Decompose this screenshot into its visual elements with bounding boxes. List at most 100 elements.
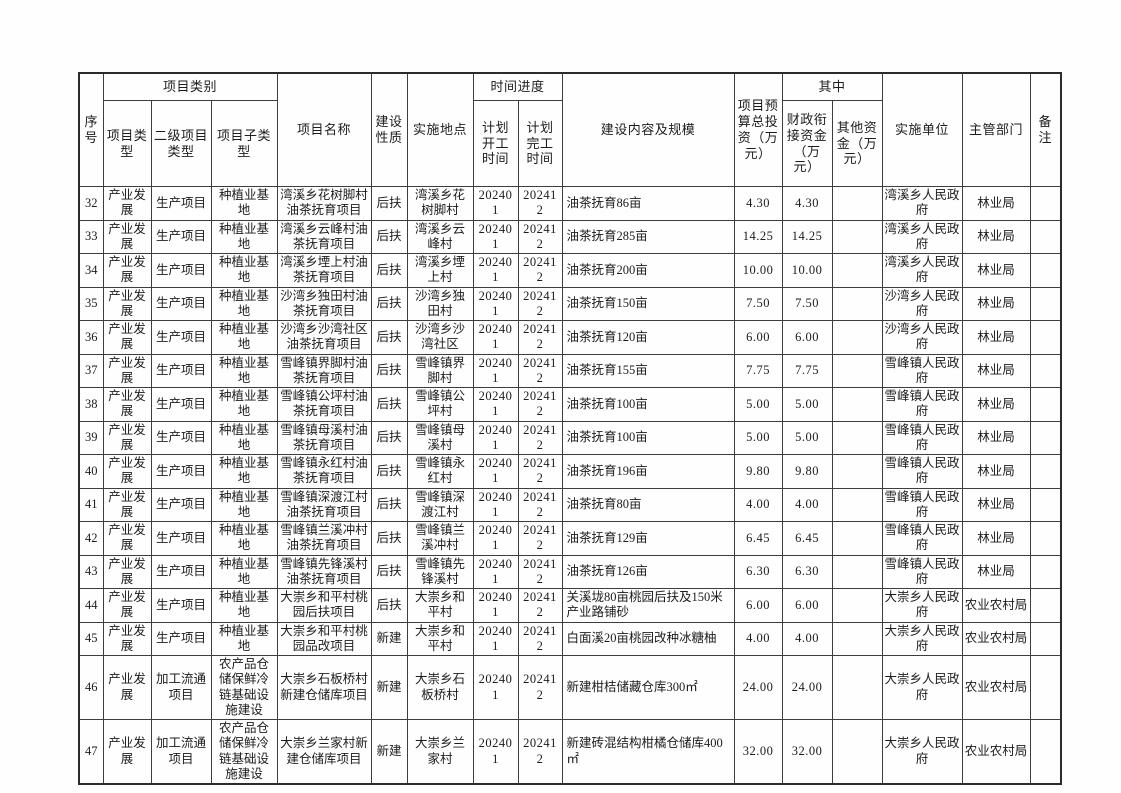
cell-unit: 大崇乡人民政府: [881, 621, 963, 656]
col-header-among-group: 其中: [781, 72, 883, 101]
cell-fiscal-fund: 7.50: [781, 286, 833, 321]
cell-location: 湾溪乡堙上村: [406, 253, 474, 288]
cell-fiscal-fund: 14.25: [781, 219, 833, 254]
col-header-category-group: 项目类别: [102, 72, 278, 101]
cell-note: [1029, 554, 1062, 589]
cell-unit: 湾溪乡人民政府: [881, 253, 963, 288]
cell-fiscal-fund: 9.80: [781, 454, 833, 489]
cell-total-investment: 6.30: [733, 554, 783, 589]
cell-child-type: 种植业基地: [210, 286, 278, 321]
cell-other-fund: [831, 655, 883, 720]
cell-note: [1029, 454, 1062, 489]
cell-nature: 后扶: [370, 286, 408, 321]
cell-dept: 林业局: [961, 554, 1031, 589]
table-row: 35 产业发展 生产项目 种植业基地 沙湾乡独田村油茶抚育项目 后扶 沙湾乡独田…: [78, 286, 1062, 321]
cell-project-type: 产业发展: [102, 454, 152, 489]
cell-child-type: 种植业基地: [210, 253, 278, 288]
cell-dept: 林业局: [961, 353, 1031, 388]
cell-project-name: 雪峰镇深渡江村油茶抚育项目: [276, 487, 372, 522]
cell-project-type: 产业发展: [102, 521, 152, 556]
cell-subtype: 生产项目: [150, 588, 212, 623]
cell-other-fund: [831, 420, 883, 455]
cell-note: [1029, 655, 1062, 720]
cell-nature: 新建: [370, 719, 408, 785]
cell-content: 油茶抚育80亩: [561, 487, 735, 522]
cell-total-investment: 7.75: [733, 353, 783, 388]
cell-project-type: 产业发展: [102, 253, 152, 288]
cell-content: 油茶抚育100亩: [561, 387, 735, 422]
cell-project-name: 雪峰镇界脚村油茶抚育项目: [276, 353, 372, 388]
cell-no: 39: [78, 420, 104, 455]
cell-nature: 后扶: [370, 554, 408, 589]
cell-nature: 后扶: [370, 454, 408, 489]
cell-fiscal-fund: 6.00: [781, 588, 833, 623]
cell-subtype: 生产项目: [150, 286, 212, 321]
cell-child-type: 种植业基地: [210, 588, 278, 623]
cell-no: 47: [78, 719, 104, 785]
cell-project-type: 产业发展: [102, 286, 152, 321]
cell-unit: 雪峰镇人民政府: [881, 487, 963, 522]
col-header-time-group: 时间进度: [472, 72, 563, 101]
cell-project-type: 产业发展: [102, 621, 152, 656]
cell-subtype: 加工流通项目: [150, 655, 212, 720]
col-header-total-investment: 项目预算总投资（万元）: [733, 72, 783, 187]
cell-end-date: 202412: [517, 621, 563, 656]
cell-subtype: 生产项目: [150, 219, 212, 254]
cell-unit: 雪峰镇人民政府: [881, 420, 963, 455]
cell-total-investment: 6.00: [733, 588, 783, 623]
cell-start-date: 202401: [472, 253, 519, 288]
cell-child-type: 种植业基地: [210, 521, 278, 556]
cell-fiscal-fund: 10.00: [781, 253, 833, 288]
cell-unit: 湾溪乡人民政府: [881, 219, 963, 254]
cell-nature: 新建: [370, 655, 408, 720]
cell-note: [1029, 719, 1062, 785]
col-header-location: 实施地点: [406, 72, 474, 187]
cell-nature: 后扶: [370, 186, 408, 221]
cell-no: 35: [78, 286, 104, 321]
cell-note: [1029, 588, 1062, 623]
cell-content: 油茶抚育196亩: [561, 454, 735, 489]
cell-end-date: 202412: [517, 253, 563, 288]
cell-dept: 林业局: [961, 487, 1031, 522]
cell-project-type: 产业发展: [102, 655, 152, 720]
cell-start-date: 202401: [472, 286, 519, 321]
cell-content: 油茶抚育126亩: [561, 554, 735, 589]
cell-note: [1029, 320, 1062, 355]
cell-nature: 后扶: [370, 487, 408, 522]
col-header-child-type: 项目子类型: [210, 100, 278, 187]
cell-other-fund: [831, 387, 883, 422]
cell-content: 油茶抚育155亩: [561, 353, 735, 388]
cell-note: [1029, 219, 1062, 254]
cell-project-type: 产业发展: [102, 719, 152, 785]
cell-end-date: 202412: [517, 420, 563, 455]
cell-child-type: 种植业基地: [210, 554, 278, 589]
cell-project-name: 雪峰镇母溪村油茶抚育项目: [276, 420, 372, 455]
cell-start-date: 202401: [472, 655, 519, 720]
table-row: 41 产业发展 生产项目 种植业基地 雪峰镇深渡江村油茶抚育项目 后扶 雪峰镇深…: [78, 487, 1062, 522]
cell-total-investment: 32.00: [733, 719, 783, 785]
cell-project-name: 大崇乡和平村桃园品改项目: [276, 621, 372, 656]
cell-no: 44: [78, 588, 104, 623]
cell-subtype: 生产项目: [150, 487, 212, 522]
cell-total-investment: 5.00: [733, 420, 783, 455]
cell-project-name: 雪峰镇先锋溪村油茶抚育项目: [276, 554, 372, 589]
cell-note: [1029, 487, 1062, 522]
cell-nature: 后扶: [370, 387, 408, 422]
cell-end-date: 202412: [517, 186, 563, 221]
cell-total-investment: 14.25: [733, 219, 783, 254]
cell-subtype: 生产项目: [150, 454, 212, 489]
cell-dept: 林业局: [961, 253, 1031, 288]
cell-end-date: 202412: [517, 554, 563, 589]
cell-subtype: 生产项目: [150, 353, 212, 388]
cell-note: [1029, 286, 1062, 321]
cell-other-fund: [831, 320, 883, 355]
col-header-note: 备注: [1029, 72, 1062, 187]
cell-end-date: 202412: [517, 286, 563, 321]
cell-dept: 林业局: [961, 454, 1031, 489]
cell-other-fund: [831, 253, 883, 288]
cell-child-type: 种植业基地: [210, 621, 278, 656]
table-row: 32 产业发展 生产项目 种植业基地 湾溪乡花树脚村油茶抚育项目 后扶 湾溪乡花…: [78, 186, 1062, 221]
cell-unit: 沙湾乡人民政府: [881, 286, 963, 321]
cell-no: 40: [78, 454, 104, 489]
cell-content: 新建砖混结构柑橘仓储库400㎡: [561, 719, 735, 785]
